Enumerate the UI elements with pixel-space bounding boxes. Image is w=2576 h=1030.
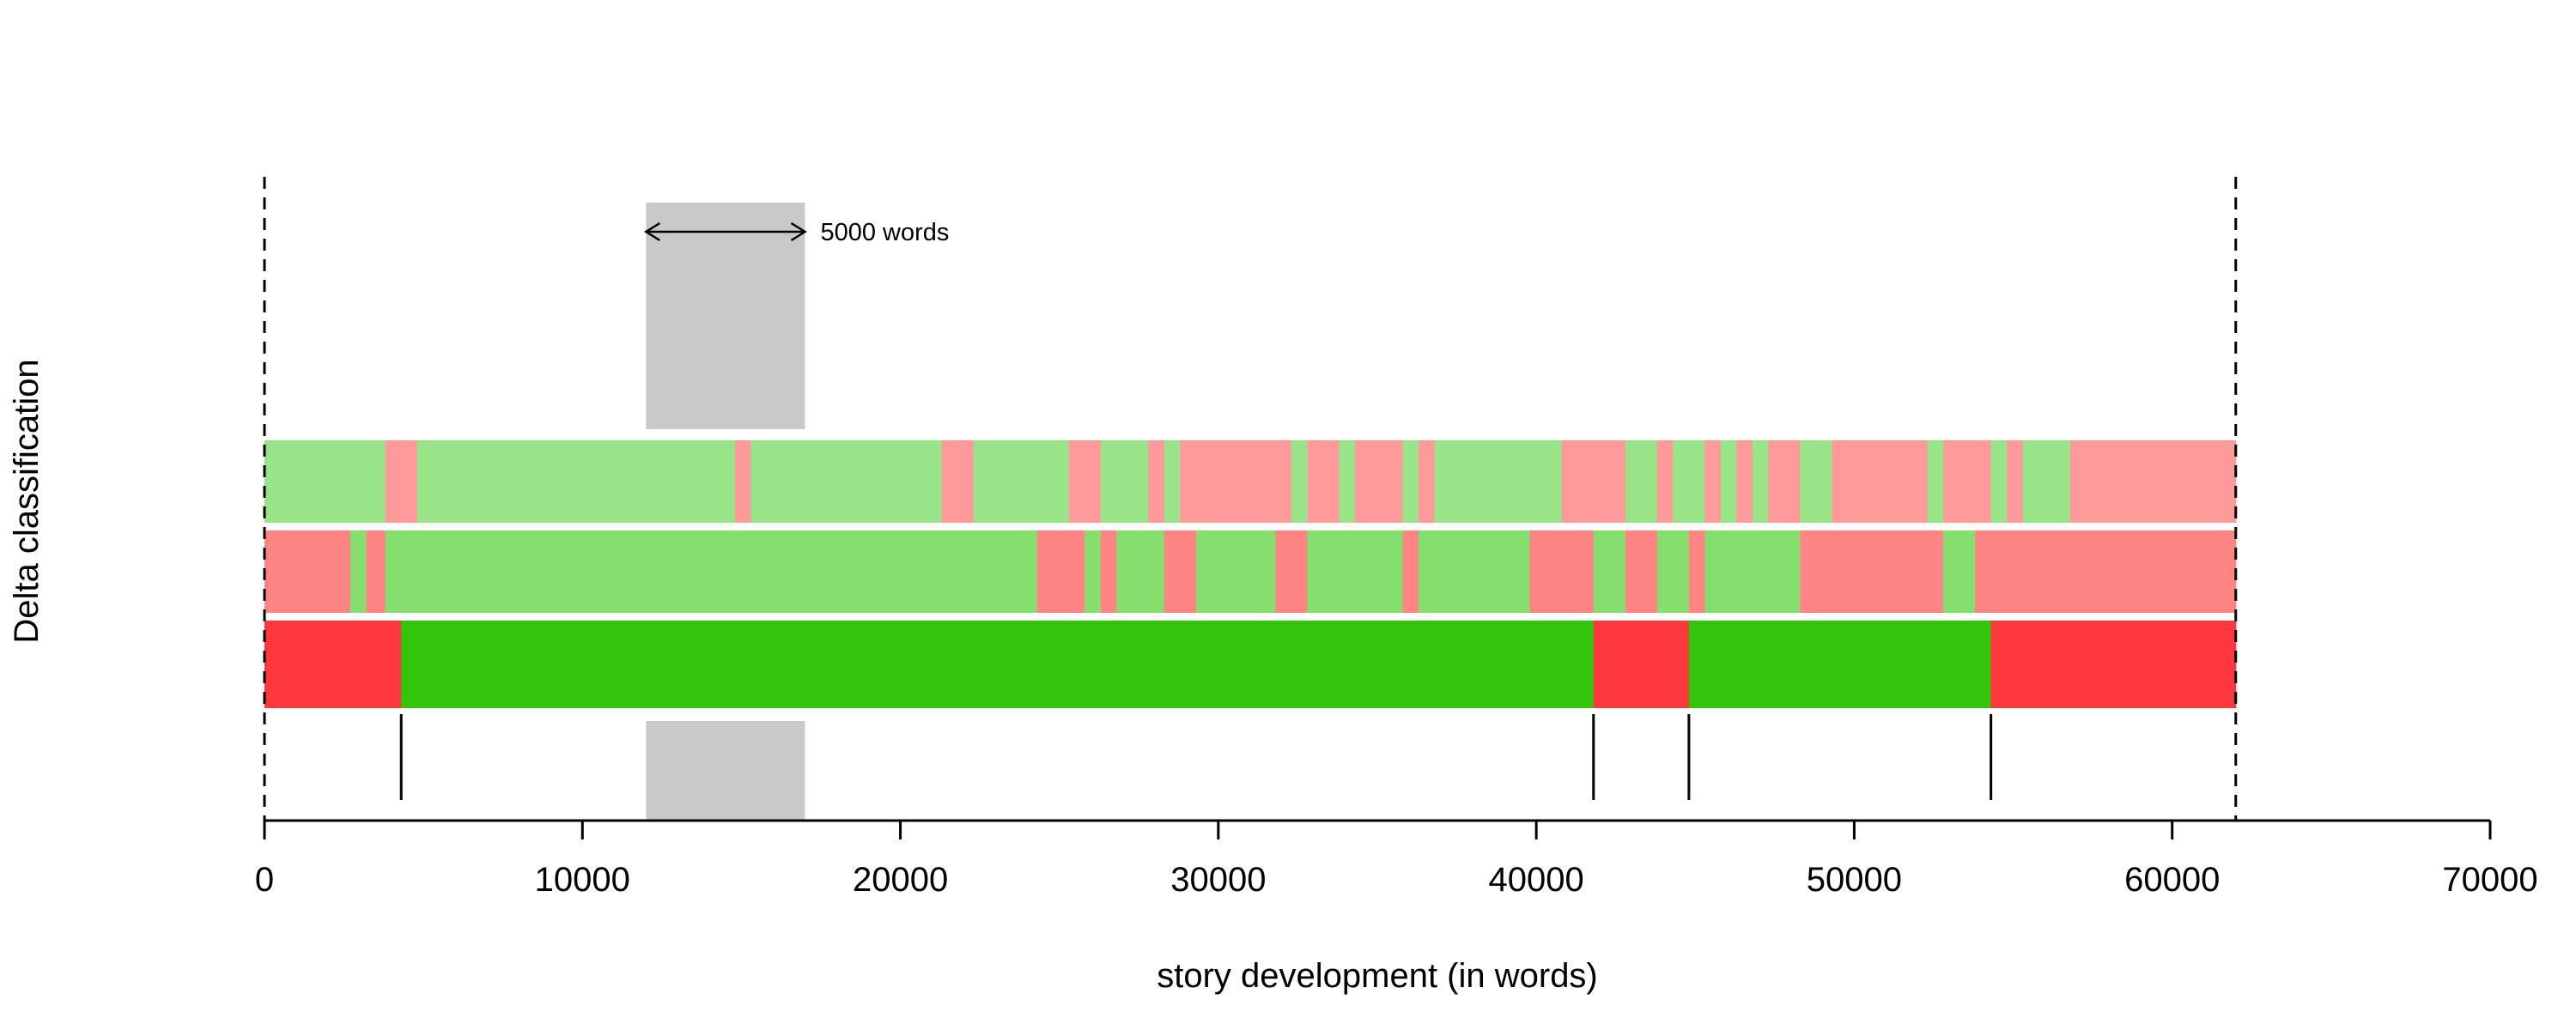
row-1-segment-32 [1943,440,1992,523]
classification-rows [264,440,2237,708]
row-1-segment-8 [1068,440,1102,523]
x-tick-label-3: 20000 [853,861,948,899]
row-1-segment-9 [1100,440,1149,523]
row-separators [264,523,2236,621]
row-1-segment-26 [1736,440,1753,523]
window-box-top [646,203,805,429]
row-1-segment-21 [1625,440,1658,523]
row-1-segment-17 [1402,440,1419,523]
window-size-label: 5000 words [820,219,949,246]
row-3-segment-2 [401,621,1595,708]
row-1-segment-33 [1990,440,2008,523]
row-2-segment-12 [1307,530,1404,613]
row-1-segment-36 [2070,440,2237,523]
row-1-segment-24 [1704,440,1722,523]
x-tick-label-1: 0 [255,861,274,899]
row-1-segment-25 [1720,440,1738,523]
row-3-segment-1 [264,621,402,708]
row-1-segment-6 [941,440,975,523]
row-2-segment-22 [1943,530,1976,613]
row-2-segment-7 [1100,530,1117,613]
row-1-segment-11 [1163,440,1182,523]
row-1-segment-29 [1800,440,1833,523]
row-1-segment-18 [1419,440,1436,523]
row-2-segment-20 [1704,530,1801,613]
row-1-segment-13 [1291,440,1309,523]
row-1-segment-31 [1927,440,1944,523]
row-1-segment-20 [1561,440,1626,523]
row-2-segment-16 [1593,530,1626,613]
row-1-segment-23 [1673,440,1705,523]
x-tick-label-7: 60000 [2124,861,2220,899]
row-3-segment-5 [1990,621,2237,708]
row-2-segment-6 [1084,530,1102,613]
x-tick-label-8: 70000 [2442,861,2537,899]
row-2-segment-23 [1975,530,2237,613]
separator-1 [264,523,2236,530]
window-boxes [646,203,805,821]
row-2-segment-5 [1036,530,1085,613]
row-2-segment-15 [1529,530,1595,613]
row-1-segment-22 [1656,440,1674,523]
row-2-segment-3 [366,530,386,613]
x-axis-title: story development (in words) [1157,957,1598,995]
row-3-segment-4 [1688,621,1992,708]
row-3-segment-3 [1593,621,1690,708]
x-tick-label-4: 30000 [1170,861,1266,899]
x-tick-label-2: 10000 [535,861,630,899]
x-tick-label-6: 50000 [1807,861,1902,899]
row-1-segment-28 [1768,440,1801,523]
row-2-segment-18 [1656,530,1690,613]
row-1-segment-34 [2007,440,2024,523]
story-boundaries [263,177,2238,821]
row-1-segment-5 [750,440,943,523]
row-2-segment-9 [1163,530,1197,613]
x-axis: 0 10000 20000 30000 40000 50000 60000 70000 [255,819,2538,899]
row-1-segment-27 [1752,440,1770,523]
x-ticks: 0 10000 20000 30000 40000 50000 60000 70000 [255,821,2538,899]
row-2-segment-19 [1688,530,1705,613]
row-1-segment-19 [1434,440,1563,523]
row-2-segment-13 [1402,530,1419,613]
x-tick-label-5: 40000 [1489,861,1584,899]
row-2-segment-14 [1419,530,1531,613]
separator-2 [264,613,2236,621]
change-point-markers [399,714,1993,800]
row-2-segment-1 [264,530,351,613]
row-1-segment-16 [1355,440,1404,523]
row-2-segment-17 [1625,530,1658,613]
row-1-segment-10 [1148,440,1165,523]
row-2-segment-2 [349,530,368,613]
row-1-segment-30 [1832,440,1929,523]
row-2-segment-4 [385,530,1038,613]
row-1-segment-1 [264,440,386,523]
row-2-segment-11 [1275,530,1309,613]
row-1-segment-15 [1339,440,1356,523]
row-2-segment-10 [1195,530,1277,613]
row-1-segment-35 [2022,440,2071,523]
row-1-segment-4 [735,440,752,523]
row-2-segment-21 [1800,530,1944,613]
row-1-segment-2 [385,440,418,523]
row-1-segment-12 [1180,440,1292,523]
row-1-segment-3 [416,440,736,523]
window-box-bottom [646,721,805,821]
row-1-segment-14 [1307,440,1340,523]
window-arrow-head-left [643,221,661,242]
y-axis-title: Delta classification [8,359,46,643]
row-2-segment-8 [1116,530,1165,613]
window-arrow-head-right [790,221,807,242]
row-1-segment-7 [973,440,1070,523]
window-size-annotation: 5000 words [643,219,949,246]
